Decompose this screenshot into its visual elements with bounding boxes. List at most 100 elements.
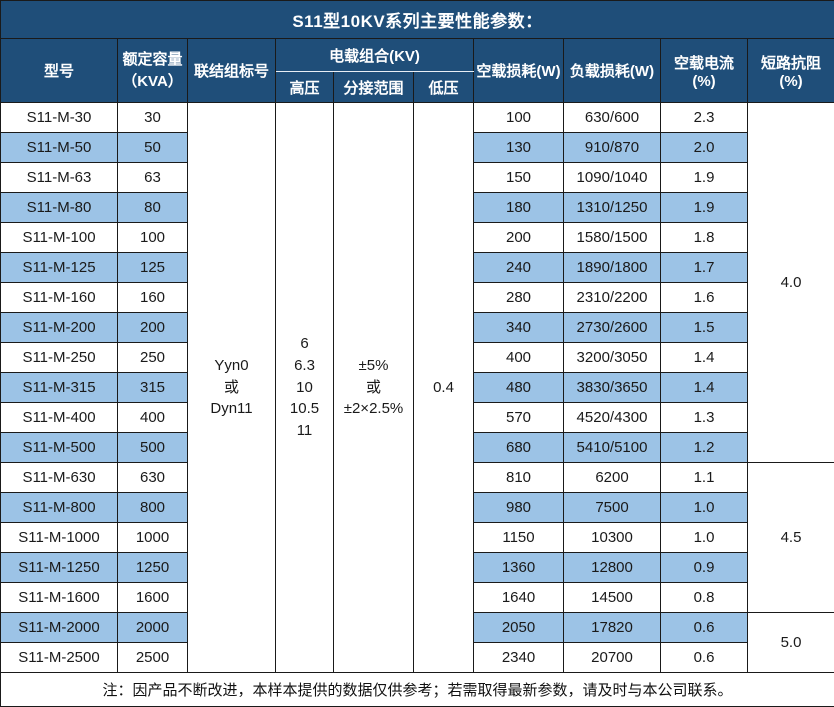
no-load-current-cell: 1.4 (661, 343, 748, 373)
no-load-current-cell: 1.5 (661, 313, 748, 343)
no-load-current-cell: 0.6 (661, 643, 748, 673)
footnote: 注：因产品不断改进，本样本提供的数据仅供参考；若需取得最新参数，请及时与本公司联… (1, 673, 834, 707)
model-cell: S11-M-250 (1, 343, 118, 373)
kva-cell: 250 (118, 343, 188, 373)
kva-cell: 2000 (118, 613, 188, 643)
no-load-current-cell: 1.0 (661, 493, 748, 523)
no-load-loss-cell: 150 (474, 163, 564, 193)
kva-cell: 400 (118, 403, 188, 433)
load-loss-cell: 1310/1250 (564, 193, 661, 223)
no-load-loss-cell: 280 (474, 283, 564, 313)
no-load-loss-cell: 570 (474, 403, 564, 433)
no-load-current-cell: 2.0 (661, 133, 748, 163)
load-loss-cell: 20700 (564, 643, 661, 673)
no-load-current-cell: 1.9 (661, 193, 748, 223)
load-loss-cell: 3200/3050 (564, 343, 661, 373)
kva-cell: 315 (118, 373, 188, 403)
col-header-impedance: 短路抗阻(%) (748, 39, 834, 103)
kva-cell: 500 (118, 433, 188, 463)
kva-cell: 50 (118, 133, 188, 163)
impedance-group-cell: 4.5 (748, 463, 834, 613)
col-header-no-load-current: 空载电流(%) (661, 39, 748, 103)
model-cell: S11-M-125 (1, 253, 118, 283)
model-cell: S11-M-100 (1, 223, 118, 253)
model-cell: S11-M-63 (1, 163, 118, 193)
col-header-no-load-loss: 空载损耗(W) (474, 39, 564, 103)
no-load-loss-cell: 1150 (474, 523, 564, 553)
no-load-loss-cell: 130 (474, 133, 564, 163)
no-load-loss-cell: 180 (474, 193, 564, 223)
no-load-current-cell: 1.9 (661, 163, 748, 193)
load-loss-cell: 10300 (564, 523, 661, 553)
no-load-loss-cell: 680 (474, 433, 564, 463)
title-row: S11型10KV系列主要性能参数： (1, 1, 834, 39)
load-loss-cell: 14500 (564, 583, 661, 613)
kva-cell: 30 (118, 103, 188, 133)
load-loss-cell: 1090/1040 (564, 163, 661, 193)
model-cell: S11-M-315 (1, 373, 118, 403)
hv-merged-cell: 6 6.3 10 10.5 11 (276, 103, 334, 673)
no-load-current-cell: 1.7 (661, 253, 748, 283)
model-cell: S11-M-1000 (1, 523, 118, 553)
no-load-loss-cell: 810 (474, 463, 564, 493)
model-cell: S11-M-630 (1, 463, 118, 493)
kva-cell: 1250 (118, 553, 188, 583)
no-load-loss-cell: 1640 (474, 583, 564, 613)
kva-cell: 160 (118, 283, 188, 313)
no-load-current-cell: 1.8 (661, 223, 748, 253)
no-load-loss-cell: 400 (474, 343, 564, 373)
no-load-loss-cell: 200 (474, 223, 564, 253)
col-header-capacity: 额定容量 （KVA） (118, 39, 188, 103)
kva-cell: 1600 (118, 583, 188, 613)
model-cell: S11-M-2500 (1, 643, 118, 673)
model-cell: S11-M-2000 (1, 613, 118, 643)
model-cell: S11-M-50 (1, 133, 118, 163)
col-header-hv: 高压 (276, 72, 334, 103)
no-load-current-cell: 1.0 (661, 523, 748, 553)
col-header-tap-range: 分接范围 (334, 72, 414, 103)
col-header-connection: 联结组标号 (188, 39, 276, 103)
model-cell: S11-M-80 (1, 193, 118, 223)
model-cell: S11-M-1600 (1, 583, 118, 613)
no-load-loss-cell: 480 (474, 373, 564, 403)
load-loss-cell: 7500 (564, 493, 661, 523)
no-load-current-cell: 1.1 (661, 463, 748, 493)
col-header-load-loss: 负载损耗(W) (564, 39, 661, 103)
no-load-current-cell: 1.4 (661, 373, 748, 403)
no-load-current-cell: 2.3 (661, 103, 748, 133)
lv-merged-cell: 0.4 (414, 103, 474, 673)
no-load-current-cell: 1.2 (661, 433, 748, 463)
model-cell: S11-M-30 (1, 103, 118, 133)
load-loss-cell: 17820 (564, 613, 661, 643)
connection-merged-cell: Yyn0 或 Dyn11 (188, 103, 276, 673)
load-loss-cell: 2310/2200 (564, 283, 661, 313)
kva-cell: 630 (118, 463, 188, 493)
kva-cell: 80 (118, 193, 188, 223)
col-header-model: 型号 (1, 39, 118, 103)
kva-cell: 63 (118, 163, 188, 193)
kva-cell: 2500 (118, 643, 188, 673)
no-load-current-cell: 1.6 (661, 283, 748, 313)
load-loss-cell: 910/870 (564, 133, 661, 163)
load-loss-cell: 12800 (564, 553, 661, 583)
no-load-loss-cell: 340 (474, 313, 564, 343)
kva-cell: 100 (118, 223, 188, 253)
load-loss-cell: 2730/2600 (564, 313, 661, 343)
table-row: S11-M-30 30 Yyn0 或 Dyn11 6 6.3 10 10.5 1… (1, 103, 834, 133)
model-cell: S11-M-400 (1, 403, 118, 433)
kva-cell: 1000 (118, 523, 188, 553)
load-loss-cell: 5410/5100 (564, 433, 661, 463)
page-title: S11型10KV系列主要性能参数： (1, 1, 834, 39)
impedance-group-cell: 5.0 (748, 613, 834, 673)
load-loss-cell: 6200 (564, 463, 661, 493)
load-loss-cell: 630/600 (564, 103, 661, 133)
no-load-loss-cell: 100 (474, 103, 564, 133)
load-loss-cell: 4520/4300 (564, 403, 661, 433)
header-row-1: 型号 额定容量 （KVA） 联结组标号 电载组合(KV) 空载损耗(W) 负载损… (1, 39, 834, 72)
footer-row: 注：因产品不断改进，本样本提供的数据仅供参考；若需取得最新参数，请及时与本公司联… (1, 673, 834, 707)
col-header-voltage-group: 电载组合(KV) (276, 39, 474, 72)
tap-range-merged-cell: ±5% 或 ±2×2.5% (334, 103, 414, 673)
kva-cell: 800 (118, 493, 188, 523)
